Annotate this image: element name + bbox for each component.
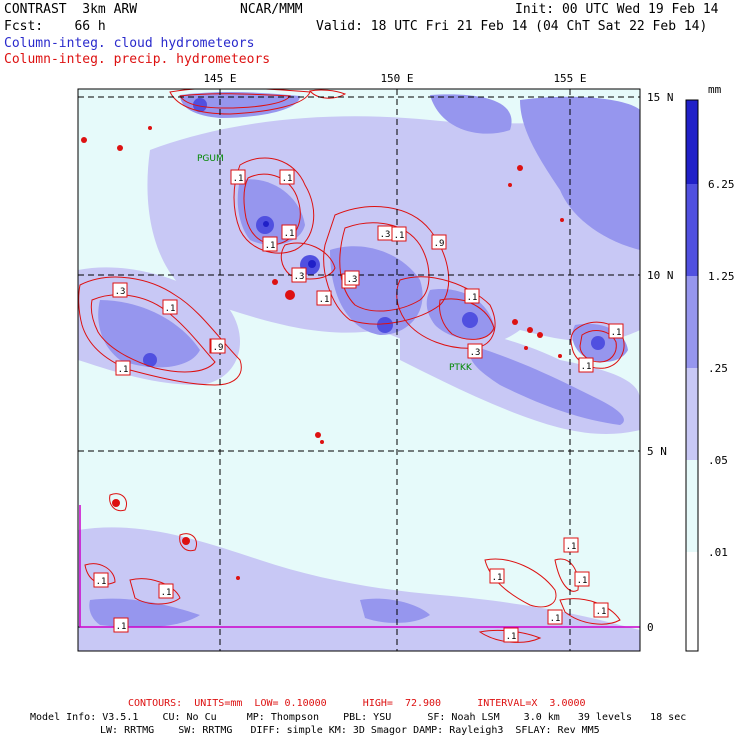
field-cloud-label: Column-integ. cloud hydrometeors (4, 36, 255, 51)
contour-label-box (503, 627, 519, 643)
contour-label: .3 (380, 230, 391, 240)
contour-label-box (431, 234, 447, 250)
contour-label-box (279, 169, 295, 185)
y-tick-label: 0 (647, 621, 654, 634)
contour-label-box (113, 617, 129, 633)
legend-swatch (686, 368, 698, 460)
valid-time: Valid: 18 UTC Fri 21 Feb 14 (04 ChT Sat … (316, 19, 708, 34)
contour-label-box (291, 267, 307, 283)
legend-swatch (686, 552, 698, 651)
contour-label-box (578, 357, 594, 373)
forecast-hour: Fcst: 66 h (4, 19, 106, 34)
contour-label: .1 (467, 293, 478, 303)
contour-info: CONTOURS: UNITS=mm LOW= 0.10000 HIGH= 72… (128, 698, 586, 709)
x-tick-label: 155 E (553, 72, 586, 85)
contour-label: .3 (470, 348, 481, 358)
contour-label: .1 (284, 229, 295, 239)
magenta-lines (79, 505, 640, 628)
contour-label: .9 (213, 343, 224, 353)
x-tick-label: 150 E (380, 72, 413, 85)
contour-label-box (547, 609, 563, 625)
contour-label-box (158, 583, 174, 599)
contour-label-box (281, 224, 297, 240)
contour-label: .1 (116, 622, 127, 632)
contour-label: .1 (394, 231, 405, 241)
contour-label-box (93, 572, 109, 588)
x-tick-label: 145 E (203, 72, 236, 85)
station-label-ptkk: PTKK (449, 363, 473, 373)
contour-labels: .1.1.1.3.3.9.3.1.3.1.3.1.1.3.1.3.1.9.1.1… (93, 169, 624, 643)
y-tick-label: 10 N (647, 269, 674, 282)
legend-swatch (686, 276, 698, 368)
contour-label-box (608, 323, 624, 339)
contour-label: .3 (347, 275, 358, 285)
contour-label: .1 (233, 174, 244, 184)
contour-label-box (112, 282, 128, 298)
contour-label: .9 (434, 239, 445, 249)
model-info-line2: LW: RRTMG SW: RRTMG DIFF: simple KM: 3D … (100, 725, 600, 736)
legend-level: 1.25 (708, 270, 735, 283)
contour-label-box (563, 537, 579, 553)
plot-frame (77, 88, 641, 652)
precip-contours (78, 89, 625, 643)
contour-label-box (464, 288, 480, 304)
contour-label-box (316, 290, 332, 306)
contour-label: .1 (282, 174, 293, 184)
model-title: CONTRAST 3km ARW (4, 2, 138, 17)
contour-label-box (115, 360, 131, 376)
cloud-field (78, 89, 640, 651)
y-tick-label: 15 N (647, 91, 674, 104)
center-name: NCAR/MMM (240, 2, 303, 17)
contour-label-box (391, 226, 407, 242)
legend-level: .25 (708, 362, 728, 375)
contour-label: .1 (506, 632, 517, 642)
contour-label: .1 (319, 295, 330, 305)
legend-unit: mm (708, 83, 722, 96)
color-legend: mm 6.25 1.25 .25 .05 .01 (685, 83, 735, 652)
legend-swatch (686, 460, 698, 552)
contour-label: .1 (577, 576, 588, 586)
precip-cores (81, 126, 564, 580)
contour-label: .1 (165, 304, 176, 314)
contour-label: .3 (115, 287, 126, 297)
contour-label: .1 (550, 614, 561, 624)
legend-level: .01 (708, 546, 728, 559)
contour-label-box (467, 343, 483, 359)
y-tick-label: 5 N (647, 445, 667, 458)
contour-label-box (593, 602, 609, 618)
model-info-line1: Model Info: V3.5.1 CU: No Cu MP: Thompso… (30, 712, 687, 723)
contour-label: .1 (581, 362, 592, 372)
contour-label-box (489, 568, 505, 584)
contour-label-box (162, 299, 178, 315)
contour-label: .1 (611, 328, 622, 338)
contour-label-box (574, 571, 590, 587)
station-label-pgum: PGUM (197, 154, 224, 164)
contour-label-box (262, 236, 278, 252)
legend-swatch (686, 184, 698, 276)
contour-label: .1 (492, 573, 503, 583)
contour-label-box (210, 338, 226, 354)
legend-frame (685, 99, 699, 652)
legend-swatch (686, 100, 698, 184)
legend-level: .05 (708, 454, 728, 467)
contour-label-box (344, 270, 360, 286)
contour-label: .3 (294, 272, 305, 282)
contour-label-box (230, 169, 246, 185)
init-time: Init: 00 UTC Wed 19 Feb 14 (515, 2, 719, 17)
contour-label: .1 (596, 607, 607, 617)
contour-label: .1 (265, 241, 276, 251)
contour-label: .1 (96, 577, 107, 587)
field-precip-label: Column-integ. precip. hydrometeors (4, 52, 271, 67)
contour-label: .1 (566, 542, 577, 552)
contour-label: .1 (118, 365, 129, 375)
legend-level: 6.25 (708, 178, 735, 191)
contour-label: .1 (161, 588, 172, 598)
